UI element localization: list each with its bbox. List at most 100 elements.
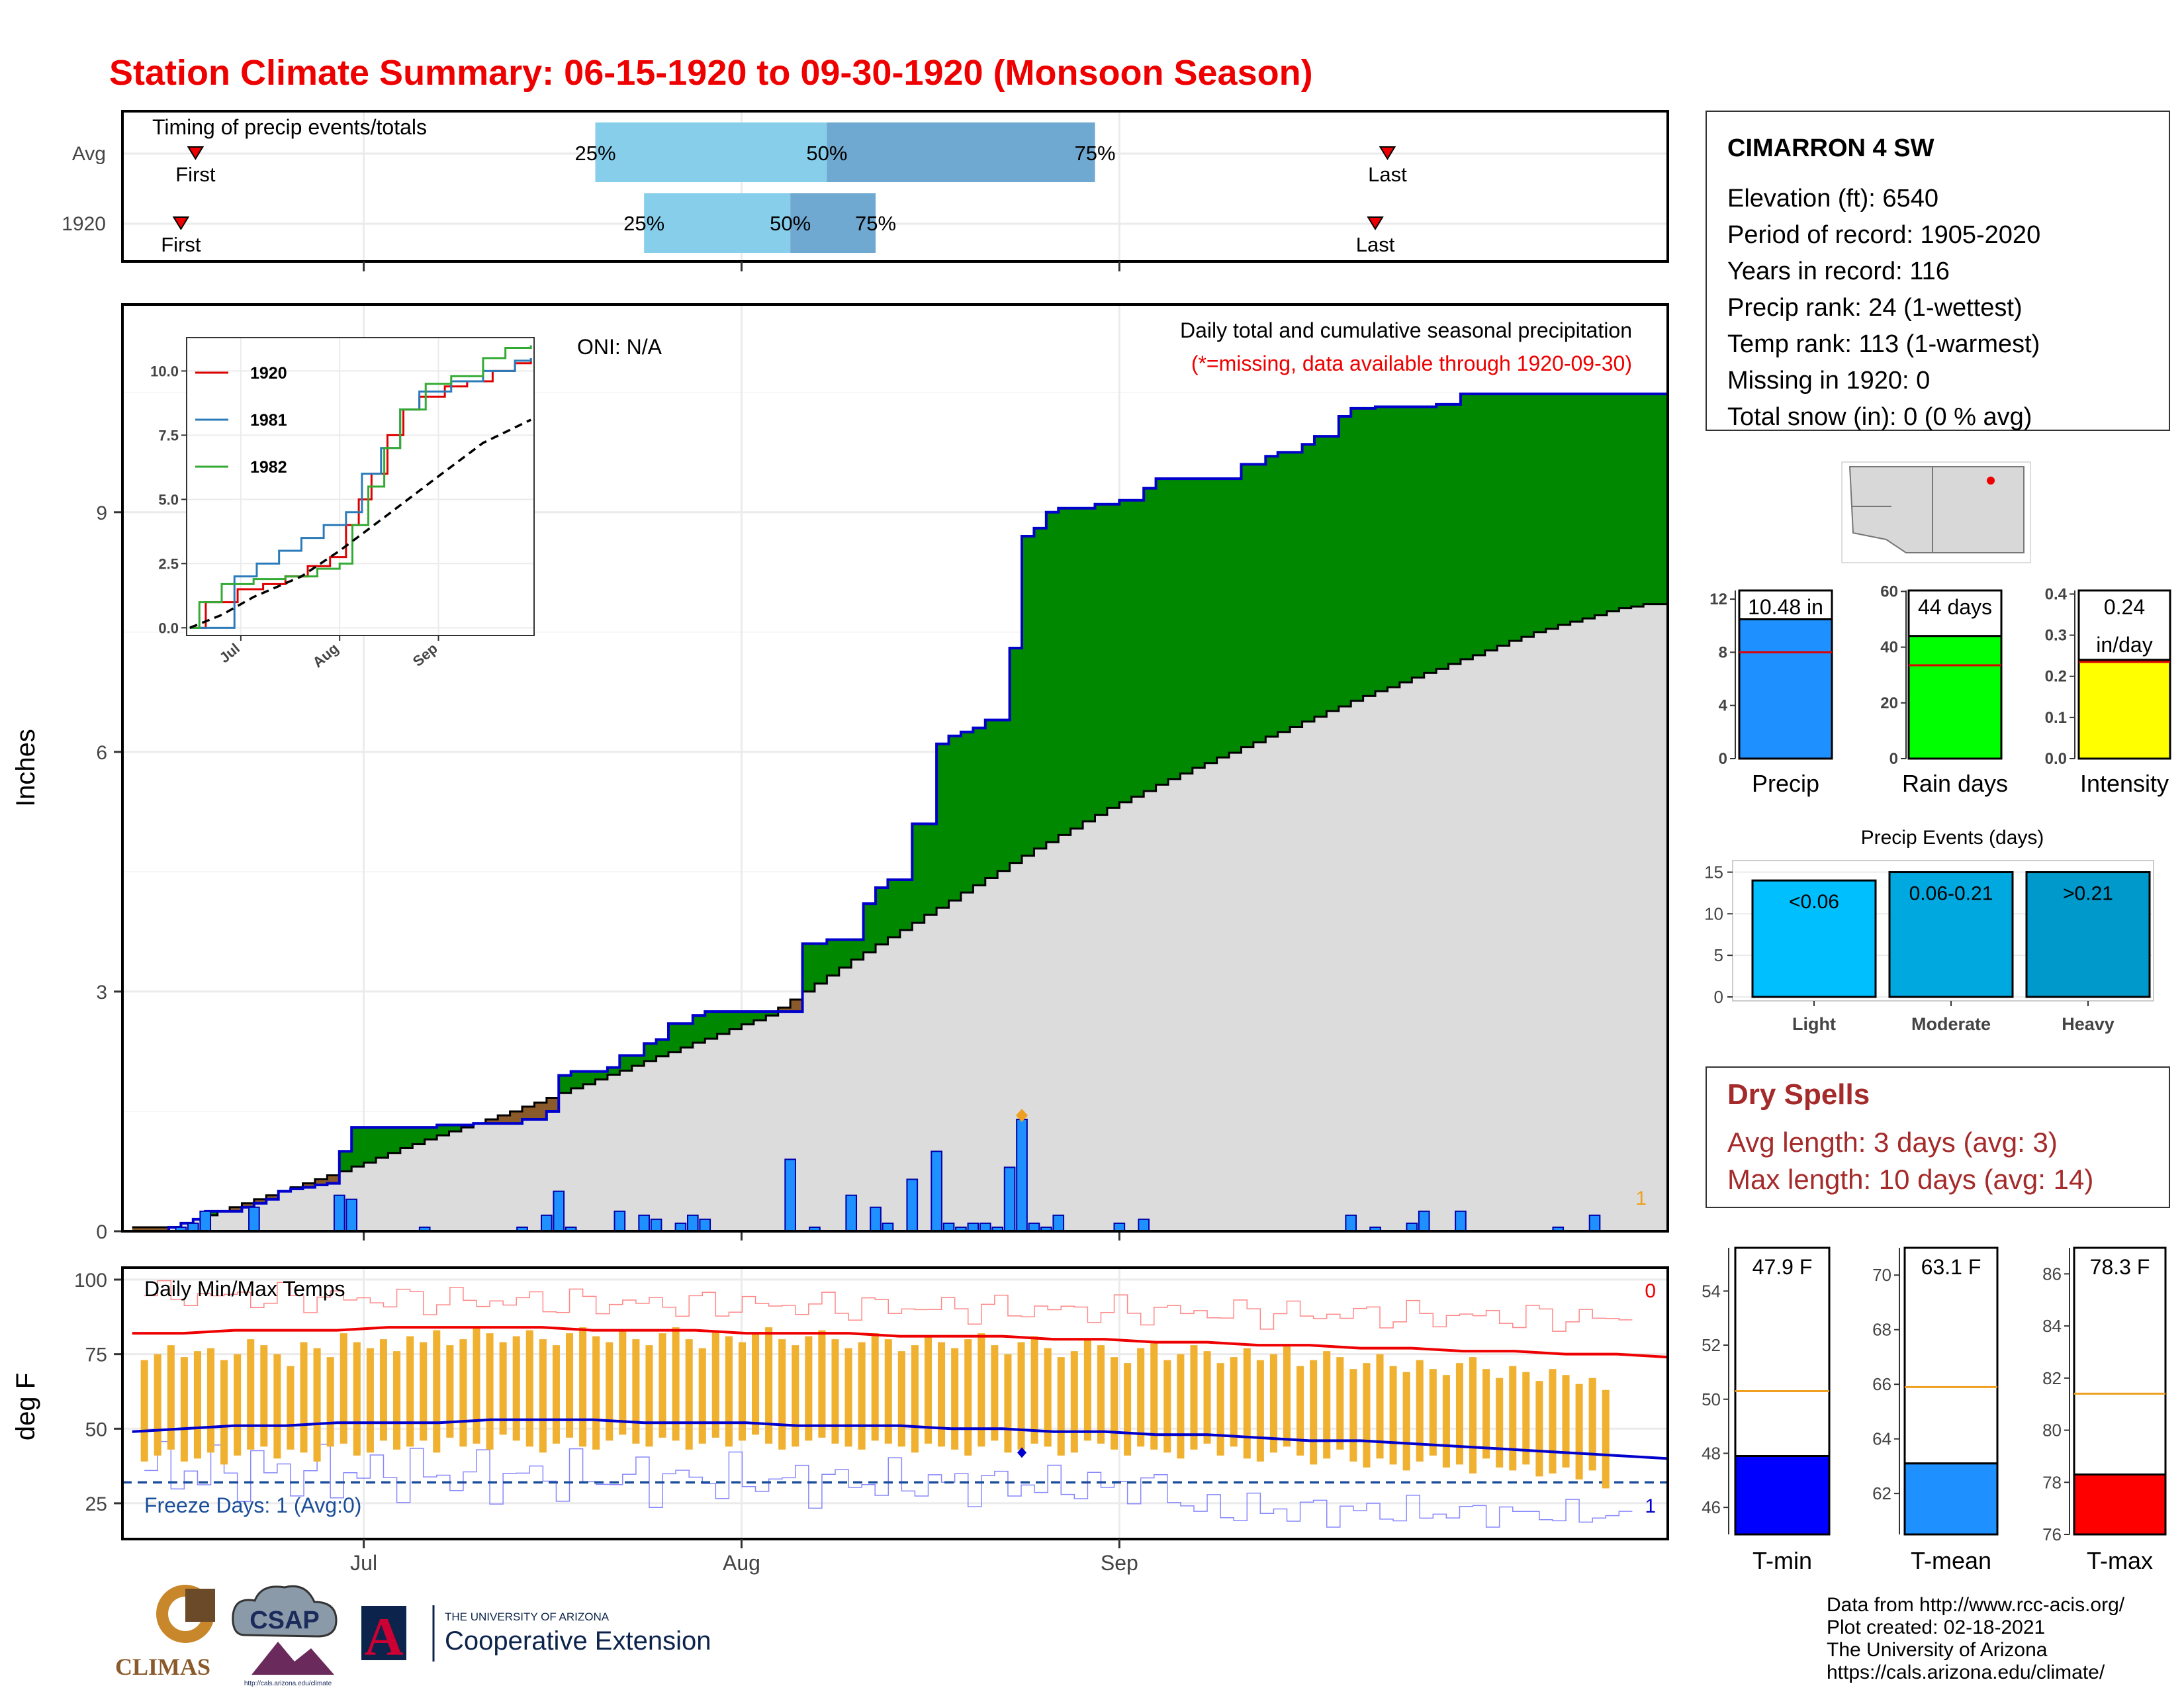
temp-bar-ytick-label: 62 xyxy=(1872,1483,1891,1503)
station-precip-rank: Precip rank: 24 (1-wettest) xyxy=(1727,294,2023,322)
missing-note: (*=missing, data available through 1920-… xyxy=(1191,352,1632,375)
ua-big-text: Cooperative Extension xyxy=(445,1626,711,1656)
above-avg-segment xyxy=(1119,500,1132,802)
daily-temp-bar xyxy=(353,1342,361,1456)
temp-ytick-label: 100 xyxy=(74,1270,107,1291)
precip-event-bar xyxy=(2025,871,2151,998)
daily-temp-bar xyxy=(379,1339,387,1441)
daily-temp-bar xyxy=(592,1336,600,1450)
min-normal-line xyxy=(132,1418,1668,1460)
missing-count: 1 xyxy=(1635,1188,1647,1209)
temperature-summary-bars: 46 48 50 52 54 47.9 F T-min 62 64 66 68 70 63.1 F T-m… xyxy=(1702,1246,2167,1574)
daily-temp-bar xyxy=(1376,1354,1384,1459)
inset-series-line xyxy=(189,345,532,629)
precip-areas xyxy=(132,393,1668,1233)
above-avg-segment xyxy=(1460,394,1473,659)
precip-ytick-label: 6 xyxy=(96,742,107,764)
daily-temp-bar xyxy=(1310,1360,1318,1465)
max-normal-line xyxy=(132,1326,1668,1359)
above-avg-segment xyxy=(1095,504,1108,816)
inset-legend: 1920 1981 1982 xyxy=(195,364,287,477)
above-avg-segment xyxy=(924,823,937,915)
daily-precip-bar xyxy=(333,1194,345,1233)
above-avg-segment xyxy=(960,731,974,893)
inset-average-line xyxy=(189,418,531,629)
above-avg-segment xyxy=(1058,508,1071,835)
climas-logo-text: CLIMAS xyxy=(115,1654,210,1680)
above-avg-segment xyxy=(1180,479,1193,774)
credit-plot-created: Plot created: 02-18-2021 xyxy=(1827,1617,2045,1638)
observed-cumulative-line xyxy=(132,393,1668,1233)
daily-temp-bar xyxy=(1575,1383,1583,1479)
daily-temp-bar xyxy=(565,1333,574,1438)
daily-precip-bar xyxy=(638,1214,650,1232)
below-avg-segment xyxy=(327,1175,340,1184)
above-avg-segment xyxy=(741,1011,754,1025)
above-avg-segment xyxy=(827,939,840,976)
credit-url: https://cals.arizona.edu/climate/ xyxy=(1827,1662,2105,1683)
daily-temp-bar xyxy=(1349,1369,1357,1462)
daily-precip-bar xyxy=(870,1206,882,1232)
daily-temp-bar xyxy=(1230,1357,1238,1447)
inset-ytick-label: 5.0 xyxy=(158,491,179,508)
precip-event-bar xyxy=(1888,871,2014,998)
mini-bar-label: Precip xyxy=(1752,770,1819,797)
ua-block-a-icon xyxy=(361,1606,406,1660)
daily-temp-bar xyxy=(672,1327,680,1441)
above-avg-segment xyxy=(570,1071,584,1088)
daily-temp-bar xyxy=(778,1339,786,1450)
above-avg-segment xyxy=(985,720,998,878)
mini-bar-ytick-label: 20 xyxy=(1880,694,1898,712)
inset-bg xyxy=(187,338,534,635)
month-label: Sep xyxy=(1101,1551,1138,1575)
inset-series-line xyxy=(189,358,532,629)
footer-credits: Data from http://www.rcc-acis.org/ Plot … xyxy=(1827,1594,2125,1683)
daily-temp-bar xyxy=(234,1354,242,1456)
precip-event-category: Heavy xyxy=(2062,1014,2115,1034)
first-event-marker-icon xyxy=(187,146,205,160)
timing-q50-label: 50% xyxy=(770,212,811,235)
above-avg-segment xyxy=(1558,394,1571,625)
above-avg-segment xyxy=(1424,406,1437,673)
above-avg-segment xyxy=(1216,479,1230,758)
daily-temp-bar xyxy=(1455,1363,1463,1465)
temp-bar-label: T-max xyxy=(2087,1547,2153,1574)
daily-temp-bar xyxy=(805,1336,813,1441)
below-avg-segment xyxy=(522,1106,535,1120)
record-max-line xyxy=(144,1280,1633,1332)
ua-letter: A xyxy=(364,1607,403,1667)
station-info-box: CIMARRON 4 SW Elevation (ft): 6540 Perio… xyxy=(1706,111,2170,431)
daily-temp-bar xyxy=(486,1333,494,1450)
daily-temp-bar xyxy=(951,1348,959,1450)
last-event-label: Last xyxy=(1356,233,1395,256)
mini-bar-fill xyxy=(1907,635,2003,760)
daily-temp-bar xyxy=(473,1327,480,1444)
below-avg-segment xyxy=(778,1008,791,1012)
below-avg-segment xyxy=(790,1000,803,1012)
above-avg-segment xyxy=(1277,452,1291,732)
above-avg-segment xyxy=(1619,394,1632,608)
daily-temp-bar xyxy=(499,1342,507,1435)
daily-temp-bar xyxy=(579,1327,587,1447)
above-avg-segment xyxy=(851,939,864,960)
above-avg-segment xyxy=(376,1127,388,1158)
events-ytick-label: 15 xyxy=(1704,863,1723,882)
above-avg-segment xyxy=(583,1071,596,1084)
above-avg-segment xyxy=(644,1043,657,1061)
daily-temp-bar xyxy=(167,1345,175,1450)
daily-temp-bar xyxy=(792,1345,799,1447)
below-avg-segment xyxy=(510,1111,523,1124)
above-avg-segment xyxy=(424,1127,437,1140)
daily-precip-bar xyxy=(650,1218,662,1233)
below-avg-segment xyxy=(314,1179,328,1185)
daily-temp-bar xyxy=(1177,1354,1185,1459)
above-avg-segment xyxy=(1034,528,1047,849)
events-ytick-label: 5 xyxy=(1714,945,1723,965)
above-avg-segment xyxy=(1497,394,1510,646)
daily-temp-bar xyxy=(1269,1354,1277,1453)
events-ytick-label: 10 xyxy=(1704,904,1723,923)
daily-temp-bar xyxy=(978,1333,985,1447)
daily-precip-bar xyxy=(784,1158,796,1232)
csap-logo-text: CSAP xyxy=(250,1607,320,1634)
temp-panel-frame xyxy=(121,1266,1669,1540)
